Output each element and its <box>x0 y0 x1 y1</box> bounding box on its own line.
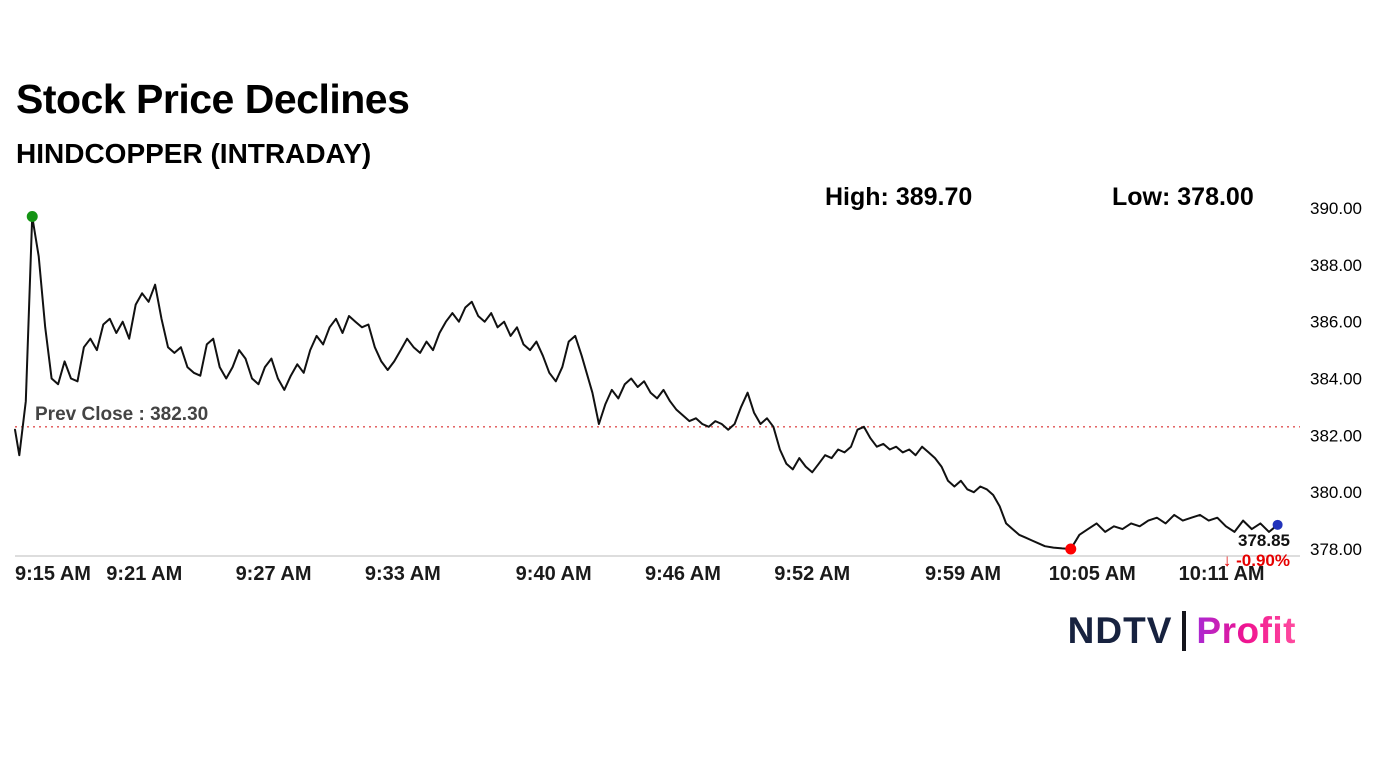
x-tick-label: 9:33 AM <box>365 563 441 585</box>
last-change-label: ↓ -0.90% <box>1223 551 1290 570</box>
x-tick-label: 9:15 AM <box>15 563 91 585</box>
brand-profit-wordmark: Profit <box>1196 610 1296 651</box>
price-line-chart: Prev Close : 382.30 378.85↓ -0.90% 390.00 3… <box>14 199 1362 585</box>
x-tick-label: 9:21 AM <box>106 563 182 585</box>
y-tick-label: 380.00 <box>1310 483 1362 502</box>
y-tick-label: 382.00 <box>1310 426 1362 445</box>
x-tick-label: 9:59 AM <box>925 563 1001 585</box>
y-tick-label: 388.00 <box>1310 256 1362 275</box>
chart-subtitle: HINDCOPPER (INTRADAY) <box>16 138 372 169</box>
x-tick-label: 10:05 AM <box>1049 563 1136 585</box>
session-high-label: High: 389.70 <box>825 183 973 211</box>
price-line <box>14 215 1279 550</box>
y-tick-label: 386.00 <box>1310 313 1362 332</box>
y-tick-label: 378.00 <box>1310 540 1362 559</box>
y-tick-label: 390.00 <box>1310 199 1362 218</box>
session-low-marker <box>1065 543 1077 555</box>
x-tick-label: 9:40 AM <box>516 563 592 585</box>
brand-logo: NDTV Profit <box>1068 610 1296 652</box>
x-tick-label: 9:27 AM <box>236 563 312 585</box>
session-low-label: Low: 378.00 <box>1112 183 1254 211</box>
page-title: Stock Price Declines <box>16 76 410 122</box>
brand-separator-bar <box>1182 611 1187 651</box>
y-tick-label: 384.00 <box>1310 370 1362 389</box>
x-tick-label: 9:46 AM <box>645 563 721 585</box>
session-high-marker <box>26 211 38 223</box>
last-price-marker <box>1272 519 1283 530</box>
x-tick-label: 9:52 AM <box>774 563 850 585</box>
last-price-label: 378.85 <box>1238 531 1290 550</box>
brand-ndtv-wordmark: NDTV <box>1067 610 1173 651</box>
x-tick-label: 10:11 AM <box>1179 563 1265 585</box>
prev-close-label: Prev Close : 382.30 <box>35 404 208 425</box>
